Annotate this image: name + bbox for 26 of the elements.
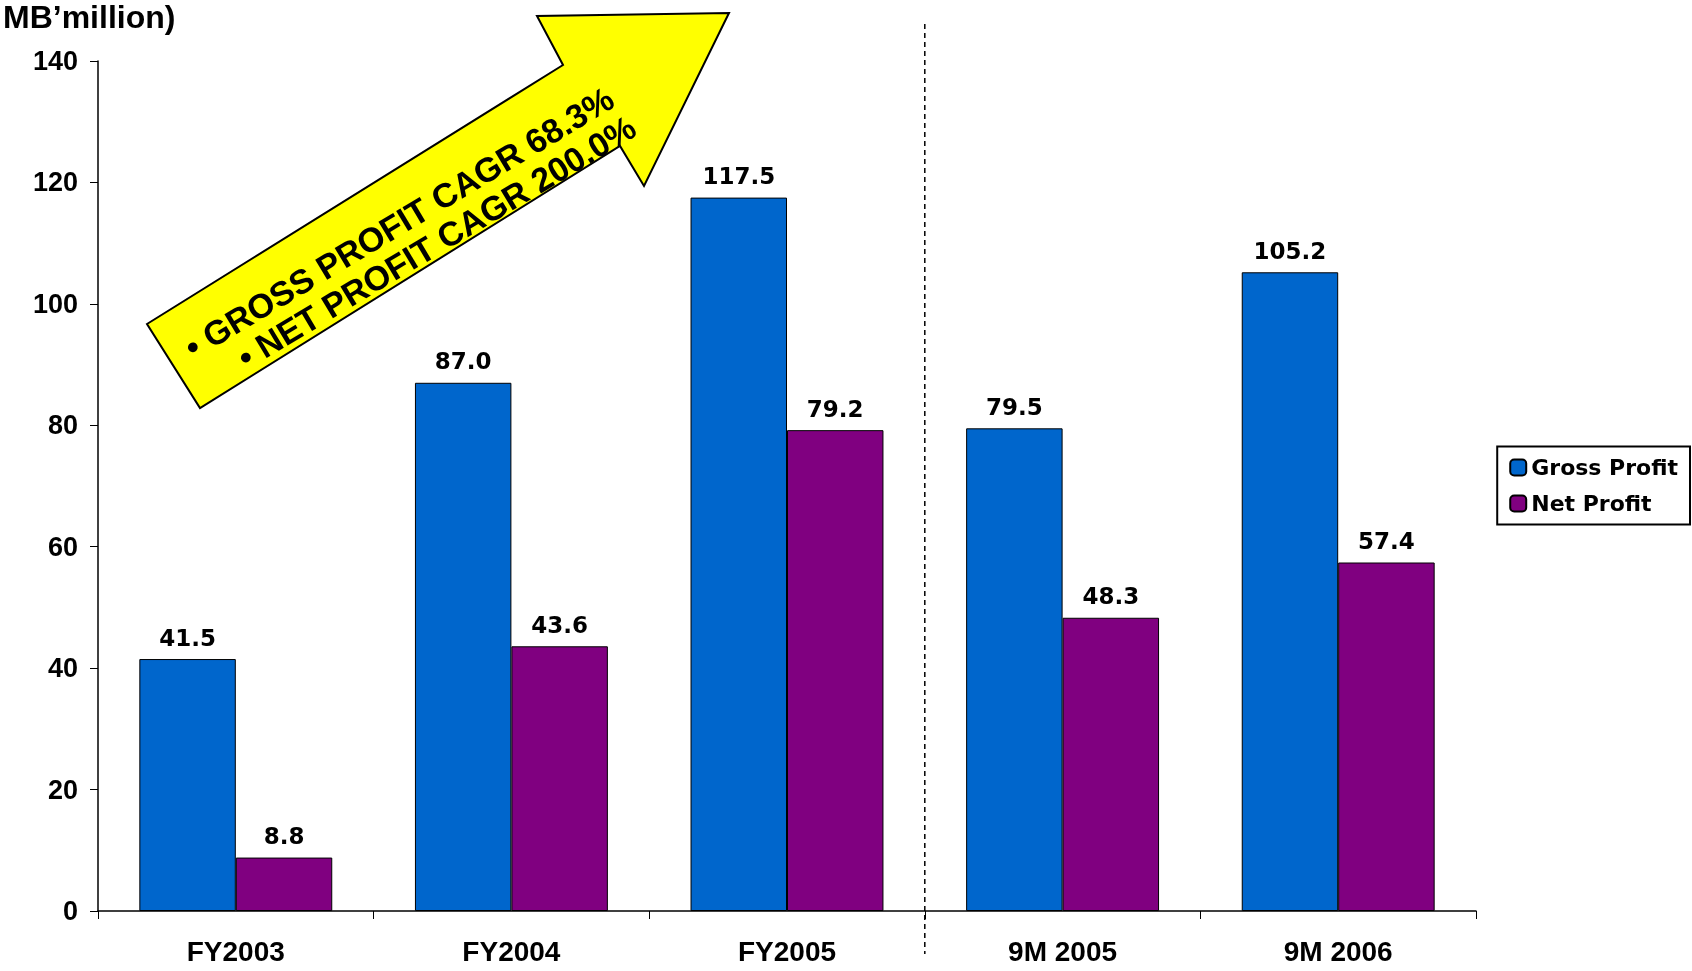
y-tick-label: 100 [32, 288, 78, 319]
data-label: 87.0 [434, 348, 492, 375]
legend-label: Gross Profit [1531, 455, 1679, 480]
data-label: 41.5 [159, 624, 216, 651]
y-tick-label: 0 [62, 896, 78, 926]
x-tick-label: FY2003 [186, 935, 285, 967]
y-tick-label: 80 [47, 410, 78, 441]
data-label: 57.4 [1358, 528, 1415, 554]
y-tick-label: 40 [47, 653, 78, 684]
x-tick-label: FY2004 [462, 935, 561, 967]
y-tick-label: 60 [47, 531, 78, 562]
data-label: 48.3 [1082, 583, 1140, 610]
y-axis-title: MB’million) [3, 0, 176, 35]
data-label: 79.5 [985, 393, 1043, 420]
data-label: 79.2 [806, 395, 864, 422]
data-label: 8.8 [263, 823, 305, 850]
data-label: 43.6 [531, 611, 589, 638]
y-tick-label: 20 [47, 774, 78, 805]
x-tick-label: FY2005 [737, 935, 837, 967]
x-tick-label: 9M 2005 [1008, 935, 1118, 967]
data-label: 117.5 [702, 163, 776, 190]
y-tick-label: 120 [32, 167, 78, 198]
y-tick-label: 140 [32, 46, 78, 76]
x-tick-label: 9M 2006 [1283, 935, 1393, 967]
data-label: 105.2 [1253, 237, 1327, 264]
legend-label: Net Profit [1531, 491, 1653, 516]
